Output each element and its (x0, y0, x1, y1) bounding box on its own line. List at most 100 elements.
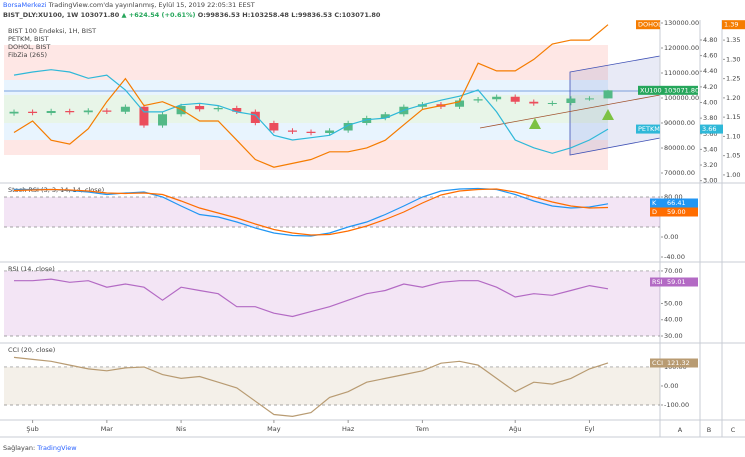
y-tick-label: 0.00 (664, 233, 678, 241)
value-tag-bg (722, 20, 745, 30)
y-tick-label: 100000.00 (664, 94, 699, 102)
footer-prefix: Sağlayan: (3, 444, 35, 452)
ohlc: O:99836.53 H:103258.48 L:99836.53 C:1030… (198, 11, 381, 19)
panel-title: CCI (20, close) (8, 346, 55, 354)
candle-body (213, 108, 223, 110)
footer-brand: TradingView (36, 444, 77, 452)
band-fill (4, 270, 660, 337)
series-tag: DOHOL (638, 21, 662, 29)
panel-title: RSI (14, close) (8, 265, 55, 273)
candle-body (250, 111, 260, 123)
band-fill (4, 197, 660, 227)
footer: Sağlayan: TradingView (3, 444, 77, 452)
y-tick-label: 0.00 (664, 382, 678, 390)
fib-zone (4, 80, 608, 95)
x-tick-label: May (267, 425, 281, 433)
price: 103071.80 (81, 11, 120, 19)
y-tick-label: 1.05 (726, 152, 740, 160)
x-tick-label: Tem (415, 425, 429, 433)
y-tick-label: 3.00 (703, 177, 717, 185)
candle-body (9, 111, 19, 114)
candle-body (46, 111, 56, 113)
change: ▲ +624.54 (+0.61%) (121, 11, 195, 19)
candle-body (492, 96, 502, 100)
candle-body (603, 90, 613, 99)
fib-zones (4, 45, 608, 170)
y-tick-label: 1.20 (726, 94, 740, 102)
series-tag: K (652, 199, 657, 207)
series-line (13, 188, 609, 236)
candle-body (362, 118, 372, 123)
y-tick-label: 3.60 (703, 130, 717, 138)
y-tick-label: 1.25 (726, 75, 740, 83)
candle-body (343, 123, 353, 131)
y-tick-label: 50.00 (664, 299, 683, 307)
y-tick-label: 90000.00 (664, 119, 695, 127)
candle-body (28, 111, 38, 113)
candle-body (269, 123, 279, 131)
candle-body (510, 96, 520, 102)
y-tick-label: 4.20 (703, 83, 717, 91)
y-tick-label: 1.35 (726, 36, 740, 44)
candle-body (232, 108, 242, 112)
y-tick-label: -100.00 (664, 401, 689, 409)
legend-entry: PETKM, BIST (8, 35, 49, 43)
trend-line (479, 94, 661, 129)
series-line (14, 278, 609, 318)
y-tick-label: 1.00 (726, 171, 740, 179)
published: TradingView.com'da yayınlanmış, Eylül 15… (48, 1, 255, 9)
series-line (14, 187, 609, 237)
candle-body (120, 106, 130, 112)
triangle-marker (529, 118, 541, 129)
series-tag: XU100 (640, 86, 662, 94)
x-tick-label: Nis (176, 425, 187, 433)
series-tag-bg (636, 124, 660, 134)
y-tick-label: 70.00 (664, 267, 683, 275)
y-tick-label: 120000.00 (664, 44, 699, 52)
value-tag-bg (650, 358, 698, 368)
y-tick-label: 1.15 (726, 113, 740, 121)
candle-body (83, 110, 93, 113)
candle-body (455, 100, 465, 107)
y-tick-label: 4.60 (703, 52, 717, 60)
candle-body (158, 114, 168, 126)
value-tag: 59.00 (667, 208, 686, 216)
fib-zone (4, 140, 200, 155)
axis-column: C (731, 426, 736, 434)
value-tag-bg (700, 124, 723, 134)
value-tag-bg (650, 198, 698, 208)
x-tick-label: Ağu (509, 425, 522, 433)
legend-entry: DOHOL, BIST (8, 43, 50, 51)
y-tick-label: 130000.00 (664, 19, 699, 27)
candle-body (139, 106, 149, 126)
candle-body (566, 98, 576, 103)
y-tick-label: 70000.00 (664, 169, 695, 177)
value-tag: 66.41 (667, 199, 686, 207)
y-tick-label: 1.30 (726, 55, 740, 63)
y-tick-label: -40.00 (664, 253, 685, 261)
axis-column: B (707, 426, 711, 434)
source: BorsaMerkezi (3, 1, 47, 9)
value-tag-bg (650, 207, 698, 217)
series-tag: PETKM (638, 125, 660, 133)
candle-body (529, 101, 539, 104)
y-tick-label: 110000.00 (664, 69, 699, 77)
candle-body (306, 131, 316, 133)
series-tag: RSI (652, 278, 663, 286)
fib-zone (4, 45, 608, 80)
y-tick-label: 80.00 (664, 193, 683, 201)
y-tick-label: 80000.00 (664, 144, 695, 152)
x-tick-label: Şub (26, 425, 38, 433)
candle-body (380, 114, 390, 118)
value-tag-bg (662, 85, 698, 95)
y-tick-label: 4.80 (703, 36, 717, 44)
candle-body (547, 103, 557, 104)
candle-body (584, 98, 594, 100)
regression-channel (569, 55, 661, 156)
candle-body (417, 104, 427, 107)
value-tag: 1.39 (724, 21, 738, 29)
fib-zone (200, 140, 608, 170)
symbol: BIST_DLY:XU100, 1W (3, 11, 78, 19)
y-tick-label: 3.20 (703, 161, 717, 169)
